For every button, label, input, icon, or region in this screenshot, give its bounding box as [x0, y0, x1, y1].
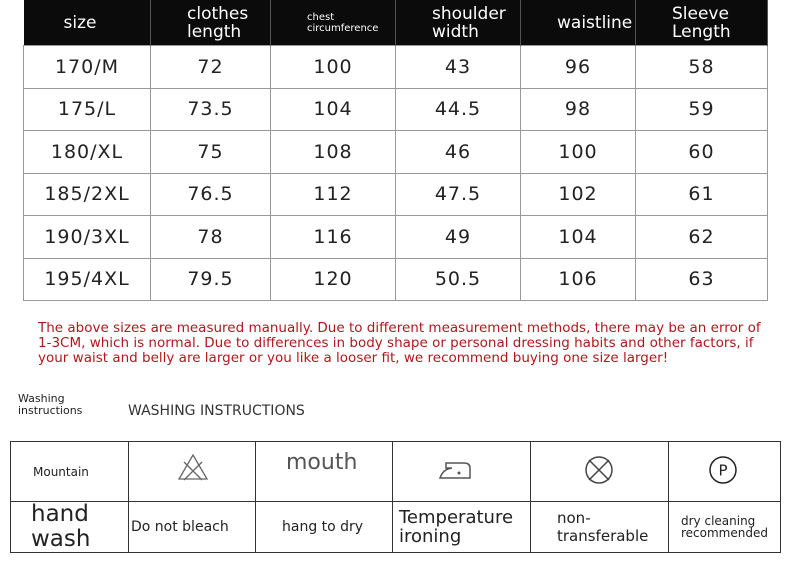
- size-row: 190/3XL 78 116 49 104 62: [23, 215, 768, 259]
- size-cell: 62: [635, 215, 768, 259]
- header-cell: Sleeve Length: [635, 0, 768, 46]
- header-cell: shoulder width: [395, 0, 521, 46]
- care-label: dry cleaning recommended: [668, 501, 781, 553]
- size-cell: 43: [395, 45, 521, 89]
- size-cell: 190/3XL: [23, 215, 151, 259]
- care-label: hang to dry: [255, 501, 393, 553]
- care-text: mouth: [255, 441, 393, 502]
- size-row: 170/M 72 100 43 96 58: [23, 45, 768, 89]
- washing-label: Washing instructions: [18, 392, 83, 417]
- dry-clean-icon: P: [709, 455, 737, 484]
- size-row: 180/XL 75 108 46 100 60: [23, 130, 768, 174]
- size-cell: 112: [270, 172, 396, 216]
- header-cell: clothes length: [150, 0, 271, 46]
- iron-icon: [438, 461, 471, 479]
- no-tumble-icon: [585, 455, 613, 484]
- size-cell: 100: [270, 45, 396, 89]
- size-cell: 116: [270, 215, 396, 259]
- size-cell: 120: [270, 257, 396, 301]
- header-line: shoulder: [432, 3, 506, 24]
- size-cell: 75: [150, 130, 271, 174]
- size-cell: 185/2XL: [23, 172, 151, 216]
- size-row: 185/2XL 76.5 112 47.5 102 61: [23, 172, 768, 216]
- size-cell: 63: [635, 257, 768, 301]
- care-cell: P: [668, 441, 781, 502]
- care-label: Temperature ironing: [392, 501, 531, 553]
- washing-title: WASHING INSTRUCTIONS: [128, 403, 305, 419]
- header-line: Length: [672, 21, 731, 42]
- size-cell: 72: [150, 45, 271, 89]
- dry-clean-letter: P: [718, 461, 727, 479]
- header-cell: chest circumference: [270, 0, 396, 46]
- care-table: Mountain mouth P hand wash Do not bleach h…: [10, 441, 781, 553]
- size-cell: 102: [520, 172, 636, 216]
- size-cell: 195/4XL: [23, 257, 151, 301]
- header-line: width: [432, 21, 479, 42]
- size-table: size clothes length chest circumference shoul…: [23, 0, 768, 301]
- care-cell: Mountain: [10, 441, 129, 502]
- size-cell: 104: [270, 87, 396, 131]
- care-label: Do not bleach: [128, 501, 256, 553]
- size-cell: 50.5: [395, 257, 521, 301]
- size-row: 175/L 73.5 104 44.5 98 59: [23, 87, 768, 131]
- size-cell: 46: [395, 130, 521, 174]
- care-cell: [530, 441, 669, 502]
- size-cell: 47.5: [395, 172, 521, 216]
- header-line: chest: [307, 11, 335, 23]
- size-cell: 78: [150, 215, 271, 259]
- size-cell: 73.5: [150, 87, 271, 131]
- size-cell: 175/L: [23, 87, 151, 131]
- care-text: Mountain: [33, 464, 89, 479]
- size-cell: 108: [270, 130, 396, 174]
- size-cell: 60: [635, 130, 768, 174]
- size-cell: 49: [395, 215, 521, 259]
- header-line: clothes: [187, 3, 249, 24]
- size-cell: 61: [635, 172, 768, 216]
- header-line: size: [63, 12, 97, 33]
- size-cell: 106: [520, 257, 636, 301]
- size-row: 195/4XL 79.5 120 50.5 106 63: [23, 257, 768, 301]
- size-cell: 100: [520, 130, 636, 174]
- header-line: length: [187, 21, 242, 42]
- no-bleach-icon: [177, 453, 209, 481]
- header-line: waistline: [557, 12, 633, 33]
- size-cell: 180/XL: [23, 130, 151, 174]
- size-cell: 44.5: [395, 87, 521, 131]
- size-cell: 79.5: [150, 257, 271, 301]
- care-cell: [128, 441, 256, 502]
- size-cell: 58: [635, 45, 768, 89]
- size-cell: 98: [520, 87, 636, 131]
- header-line: circumference: [307, 22, 379, 34]
- size-cell: 96: [520, 45, 636, 89]
- header-line: Sleeve: [672, 3, 729, 24]
- care-cell: [392, 441, 531, 502]
- care-label: non-transferable: [530, 501, 669, 553]
- header-cell: waistline: [520, 0, 636, 46]
- size-cell: 104: [520, 215, 636, 259]
- header-cell: size: [23, 0, 151, 46]
- size-cell: 59: [635, 87, 768, 131]
- size-note: The above sizes are measured manually. D…: [38, 320, 761, 366]
- size-cell: 76.5: [150, 172, 271, 216]
- size-cell: 170/M: [23, 45, 151, 89]
- care-label: hand wash: [10, 501, 129, 553]
